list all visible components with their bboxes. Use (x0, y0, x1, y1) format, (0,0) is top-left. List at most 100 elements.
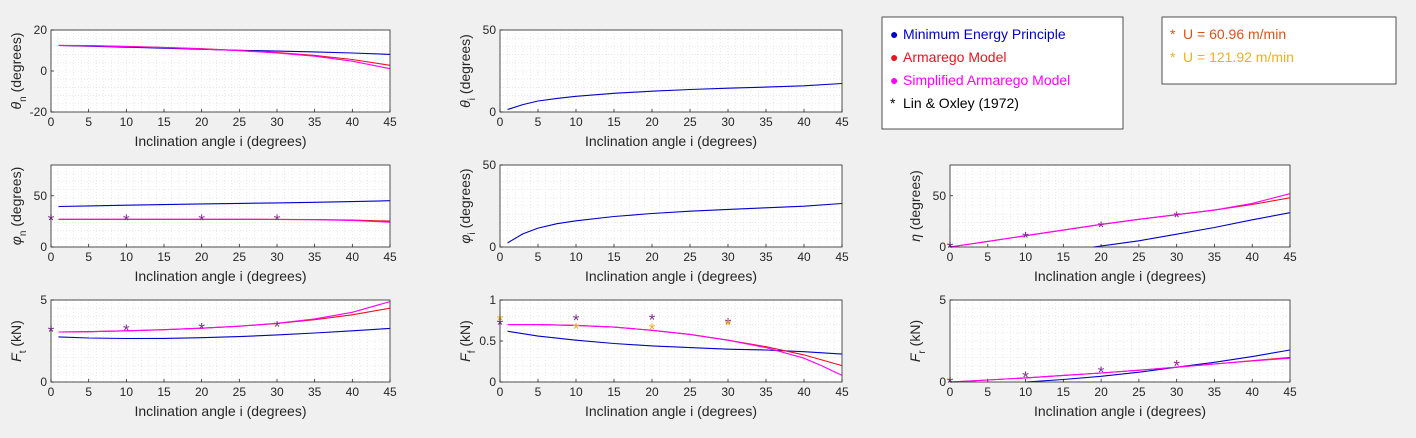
legend-marker: ● (890, 72, 898, 88)
x-tick-label: 25 (1132, 385, 1146, 399)
data-marker-star: * (123, 211, 130, 230)
x-tick-label: 35 (308, 115, 322, 129)
x-tick-label: 30 (270, 385, 284, 399)
y-axis-label: Fr (kN) (907, 320, 928, 362)
y-tick-label: 5 (939, 293, 946, 307)
x-tick-label: 30 (270, 250, 284, 264)
x-axis-label: Inclination angle i (degrees) (1034, 403, 1206, 419)
plot-area (950, 300, 1290, 382)
x-tick-label: 10 (569, 115, 583, 129)
y-label-subscript: r (917, 350, 928, 354)
x-tick-label: 5 (85, 115, 92, 129)
y-label-symbol: F (907, 352, 923, 362)
data-marker-star: * (947, 239, 954, 258)
legend-entry-label: Simplified Armarego Model (903, 72, 1070, 88)
x-tick-label: 20 (645, 115, 659, 129)
x-tick-label: 35 (308, 385, 322, 399)
series-line-simplified_armarego (949, 357, 1291, 383)
x-tick-label: 45 (1283, 250, 1297, 264)
x-tick-label: 15 (1057, 250, 1071, 264)
model-legend: ● Minimum Energy Principle ● Armarego Model… (881, 16, 1124, 130)
x-tick-label: 15 (157, 250, 171, 264)
y-tick-label: 0 (40, 64, 47, 78)
legend-marker: * (890, 95, 896, 111)
subplot-grid: 0 5 10 15 20 25 30 35 40 45 -20 0 20 Inclination angl… (8, 23, 1297, 419)
y-label-unit: (degrees) (8, 167, 24, 231)
x-tick-label: 45 (1283, 385, 1297, 399)
data-marker-star: * (274, 211, 281, 230)
y-tick-label: 0 (489, 105, 496, 119)
x-tick-label: 40 (797, 385, 811, 399)
axes-frame (499, 29, 843, 113)
x-tick-label: 5 (535, 385, 542, 399)
y-label-subscript: i (467, 98, 478, 100)
x-tick-label: 40 (1246, 250, 1260, 264)
legend-marker: ● (890, 49, 898, 65)
data-marker-star: * (1022, 368, 1029, 387)
legend-entry-label: U = 121.92 m/min (1183, 49, 1294, 65)
x-tick-label: 5 (984, 250, 991, 264)
x-tick-label: 10 (120, 250, 134, 264)
x-axis-label: Inclination angle i (degrees) (585, 268, 757, 284)
x-tick-label: 15 (607, 115, 621, 129)
x-tick-label: 25 (683, 250, 697, 264)
data-marker-star: * (1098, 363, 1105, 382)
data-marker-star: * (1173, 356, 1180, 375)
data-marker-star: * (274, 318, 281, 337)
x-tick-label: 20 (195, 385, 209, 399)
x-tick-label: 35 (759, 115, 773, 129)
y-axis-label: θi (degrees) (457, 34, 478, 108)
y-label-symbol: θ (8, 101, 24, 109)
y-tick-label: 0 (40, 375, 47, 389)
x-tick-label: 35 (759, 250, 773, 264)
x-tick-label: 35 (759, 385, 773, 399)
y-tick-label: 0 (939, 240, 946, 254)
legend-box (881, 16, 1124, 130)
x-tick-label: 30 (721, 115, 735, 129)
x-tick-label: 30 (721, 385, 735, 399)
y-tick-label: 50 (483, 23, 497, 37)
x-tick-label: 10 (120, 385, 134, 399)
x-tick-label: 15 (157, 385, 171, 399)
series-line-simplified_armarego (58, 301, 391, 333)
x-tick-label: 5 (535, 250, 542, 264)
x-tick-label: 30 (721, 250, 735, 264)
x-tick-label: 40 (346, 115, 360, 129)
axes-frame (50, 299, 391, 383)
y-label-unit: (degrees) (907, 170, 923, 234)
x-tick-label: 0 (497, 250, 504, 264)
y-label-unit: (kN) (8, 320, 24, 350)
y-tick-label: 5 (40, 293, 47, 307)
x-tick-label: 30 (1170, 250, 1184, 264)
y-label-unit: (degrees) (8, 33, 24, 97)
x-tick-label: 45 (383, 385, 397, 399)
x-tick-label: 5 (535, 115, 542, 129)
y-label-symbol: F (457, 352, 473, 362)
y-tick-label: -20 (30, 105, 48, 119)
x-tick-label: 45 (835, 250, 849, 264)
x-tick-label: 10 (569, 250, 583, 264)
series-line-minimum_energy (507, 82, 843, 111)
data-marker-star: * (573, 319, 580, 338)
legend-entry-label: Lin & Oxley (1972) (903, 95, 1019, 111)
x-tick-label: 15 (607, 385, 621, 399)
data-marker-star: * (198, 319, 205, 338)
x-tick-label: 40 (797, 250, 811, 264)
x-tick-label: 15 (157, 115, 171, 129)
series-line-minimum_energy (58, 200, 391, 208)
x-tick-label: 10 (1019, 250, 1033, 264)
speed-legend: * U = 60.96 m/min * U = 121.92 m/min (1161, 16, 1397, 85)
y-label-symbol: φ (457, 234, 473, 243)
series-line-simplified_armarego (949, 193, 1291, 248)
y-axis-label: θn (degrees) (8, 33, 29, 110)
y-axis-label: η (degrees) (907, 170, 923, 242)
x-tick-label: 45 (383, 250, 397, 264)
x-tick-label: 10 (1019, 385, 1033, 399)
y-tick-label: 0 (489, 375, 496, 389)
data-marker-star: * (1022, 228, 1029, 247)
x-tick-label: 0 (947, 385, 954, 399)
